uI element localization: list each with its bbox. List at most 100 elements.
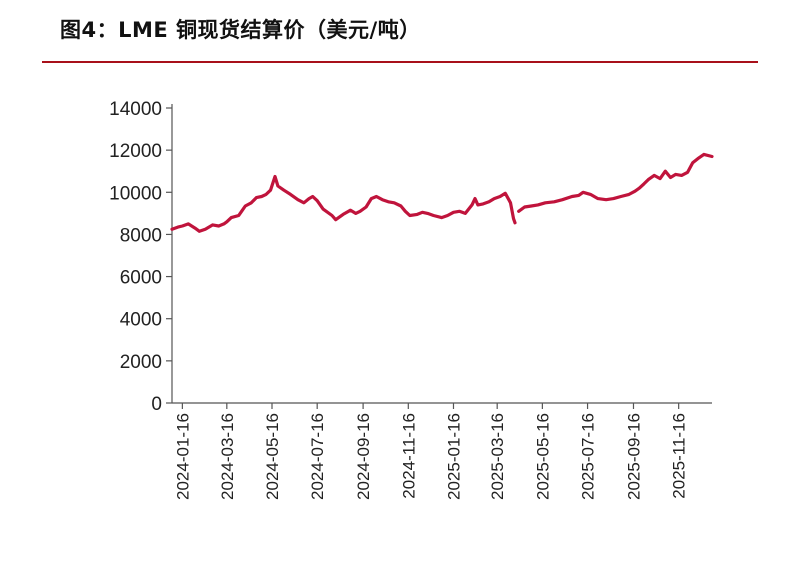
data-point bbox=[577, 194, 580, 197]
data-point bbox=[440, 216, 443, 219]
data-point bbox=[488, 201, 490, 203]
series-line-segment-2 bbox=[517, 152, 714, 213]
data-point bbox=[669, 176, 672, 179]
data-point bbox=[582, 191, 584, 194]
data-point bbox=[404, 210, 407, 213]
data-point bbox=[211, 224, 214, 226]
data-point bbox=[620, 195, 622, 198]
data-point bbox=[311, 195, 314, 198]
data-point bbox=[342, 213, 344, 216]
data-point bbox=[482, 203, 484, 205]
data-point bbox=[274, 175, 276, 178]
data-point bbox=[612, 197, 615, 200]
data-point bbox=[223, 223, 225, 225]
data-point bbox=[308, 197, 310, 200]
data-point bbox=[653, 174, 655, 177]
data-point bbox=[237, 214, 240, 217]
data-point bbox=[269, 189, 272, 191]
data-point bbox=[691, 162, 694, 164]
data-point bbox=[647, 178, 650, 181]
data-point bbox=[686, 171, 689, 174]
data-point bbox=[674, 173, 677, 176]
data-point bbox=[255, 196, 258, 199]
data-point bbox=[194, 227, 196, 229]
series-line-segment-1 bbox=[170, 174, 517, 233]
data-point bbox=[512, 217, 515, 220]
title-divider bbox=[42, 61, 758, 63]
x-tick-label: 2025-07-16 bbox=[579, 413, 598, 500]
data-point bbox=[680, 174, 683, 177]
data-point bbox=[544, 202, 547, 204]
data-point bbox=[471, 204, 473, 206]
data-point bbox=[409, 214, 411, 217]
data-point bbox=[509, 202, 512, 204]
data-point bbox=[181, 225, 184, 227]
data-point bbox=[605, 198, 607, 201]
data-point bbox=[446, 214, 449, 217]
data-point bbox=[416, 213, 419, 216]
y-tick-label: 8000 bbox=[120, 225, 162, 246]
data-point bbox=[387, 201, 390, 203]
data-point bbox=[230, 216, 233, 219]
y-tick-label: 2000 bbox=[120, 352, 162, 373]
y-tick-label: 12000 bbox=[109, 141, 162, 162]
series-group bbox=[170, 152, 714, 233]
x-tick-label: 2024-07-16 bbox=[308, 413, 327, 500]
data-point bbox=[349, 209, 352, 211]
x-tick-label: 2024-05-16 bbox=[263, 413, 282, 500]
data-point bbox=[561, 198, 564, 201]
data-point bbox=[265, 193, 267, 196]
y-tick-label: 4000 bbox=[120, 310, 162, 331]
data-point bbox=[477, 204, 479, 206]
data-point bbox=[393, 202, 396, 204]
data-point bbox=[589, 193, 592, 196]
data-point bbox=[370, 197, 373, 200]
data-point bbox=[354, 212, 357, 215]
data-point bbox=[277, 185, 279, 187]
data-point bbox=[250, 202, 253, 204]
data-point bbox=[365, 206, 367, 208]
data-point bbox=[316, 199, 319, 202]
data-point bbox=[634, 190, 636, 192]
x-tick-label: 2025-01-16 bbox=[444, 413, 463, 500]
data-point bbox=[499, 195, 501, 198]
data-point bbox=[474, 197, 476, 200]
y-tick-labels: 0 2000 4000 6000 8000 10000 12000 14000 bbox=[109, 99, 162, 415]
x-tick-labels: 2024-01-16 2024-03-16 2024-05-16 2024-07-16… bbox=[173, 413, 688, 500]
data-point bbox=[381, 198, 384, 201]
data-point bbox=[297, 198, 299, 201]
axes bbox=[166, 104, 712, 409]
data-point bbox=[703, 153, 705, 156]
data-point bbox=[331, 214, 333, 217]
data-point bbox=[597, 197, 599, 200]
data-point bbox=[638, 187, 641, 189]
x-tick-label: 2025-11-16 bbox=[670, 413, 689, 499]
data-point bbox=[217, 225, 220, 227]
data-point bbox=[283, 189, 285, 191]
data-point bbox=[171, 228, 173, 230]
data-point bbox=[464, 212, 467, 215]
data-point bbox=[643, 183, 645, 185]
data-point bbox=[226, 221, 228, 223]
data-point bbox=[553, 201, 555, 203]
y-tick-label: 0 bbox=[151, 394, 162, 415]
data-point bbox=[198, 230, 201, 233]
data-point bbox=[458, 210, 461, 213]
data-point bbox=[628, 193, 630, 196]
y-tick-label: 10000 bbox=[109, 183, 162, 204]
data-point bbox=[421, 211, 424, 214]
data-point bbox=[571, 195, 573, 198]
data-point bbox=[523, 206, 526, 208]
data-point bbox=[697, 157, 699, 160]
data-point bbox=[303, 202, 305, 204]
data-point bbox=[514, 222, 516, 224]
x-tick-label: 2025-03-16 bbox=[488, 413, 507, 500]
x-tick-label: 2025-09-16 bbox=[624, 413, 643, 500]
data-point bbox=[240, 210, 243, 213]
data-point bbox=[530, 205, 533, 207]
data-point bbox=[322, 208, 324, 210]
data-point bbox=[711, 155, 713, 158]
x-tick-label: 2024-01-16 bbox=[173, 413, 192, 500]
data-point bbox=[244, 205, 247, 207]
